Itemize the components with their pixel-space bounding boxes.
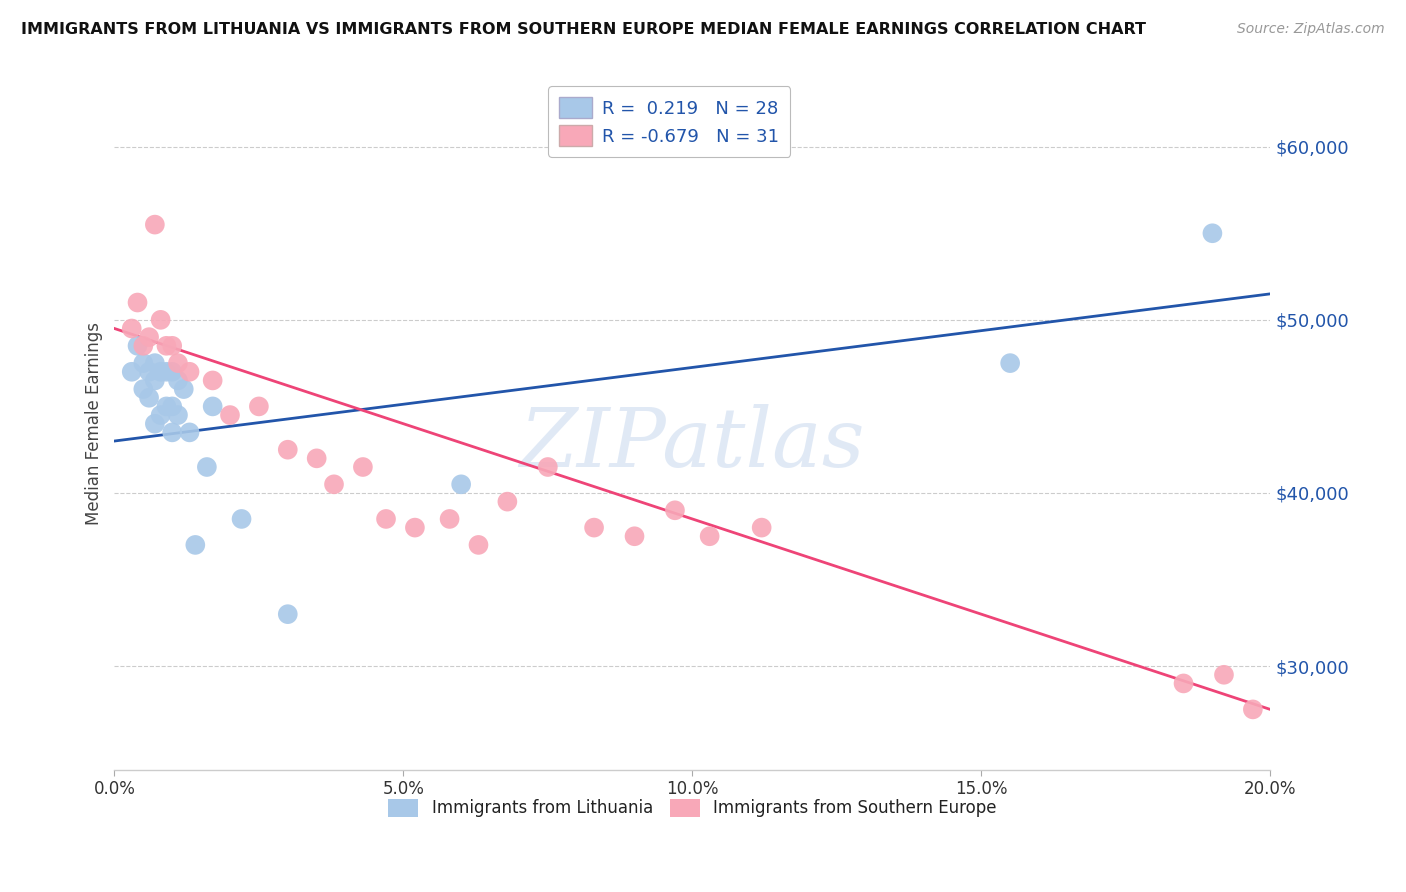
Point [467,538,489,552]
Point [160,400,183,414]
Point [127,295,149,310]
Point [132,382,155,396]
Point [583,520,606,534]
Point [247,400,270,414]
Point [352,460,374,475]
Text: Source: ZipAtlas.com: Source: ZipAtlas.com [1237,22,1385,37]
Point [664,503,686,517]
Point [751,520,773,534]
Point [184,538,207,552]
Point [179,425,201,440]
Point [143,356,166,370]
Point [149,313,172,327]
Point [155,365,177,379]
Point [231,512,253,526]
Point [138,365,160,379]
Point [173,382,195,396]
Point [167,373,190,387]
Point [155,339,177,353]
Point [143,417,166,431]
Point [127,339,149,353]
Point [132,339,155,353]
Point [121,365,143,379]
Point [219,408,242,422]
Point [323,477,346,491]
Point [305,451,328,466]
Y-axis label: Median Female Earnings: Median Female Earnings [86,322,103,525]
Point [439,512,461,526]
Legend: Immigrants from Lithuania, Immigrants from Southern Europe: Immigrants from Lithuania, Immigrants fr… [381,792,1002,824]
Point [167,356,190,370]
Point [195,460,218,475]
Point [277,442,299,457]
Point [537,460,560,475]
Point [1213,667,1236,681]
Point [496,494,519,508]
Point [1173,676,1195,690]
Point [121,321,143,335]
Point [623,529,645,543]
Point [998,356,1021,370]
Point [138,330,160,344]
Point [1201,227,1223,241]
Point [167,408,190,422]
Point [149,408,172,422]
Text: ZIPatlas: ZIPatlas [520,404,865,484]
Point [179,365,201,379]
Point [160,425,183,440]
Point [1241,702,1264,716]
Point [277,607,299,622]
Point [450,477,472,491]
Point [404,520,426,534]
Point [138,391,160,405]
Point [132,356,155,370]
Point [201,373,224,387]
Point [155,400,177,414]
Point [160,365,183,379]
Point [699,529,721,543]
Text: IMMIGRANTS FROM LITHUANIA VS IMMIGRANTS FROM SOUTHERN EUROPE MEDIAN FEMALE EARNI: IMMIGRANTS FROM LITHUANIA VS IMMIGRANTS … [21,22,1146,37]
Point [375,512,398,526]
Point [143,373,166,387]
Point [160,339,183,353]
Point [149,365,172,379]
Point [143,218,166,232]
Point [201,400,224,414]
